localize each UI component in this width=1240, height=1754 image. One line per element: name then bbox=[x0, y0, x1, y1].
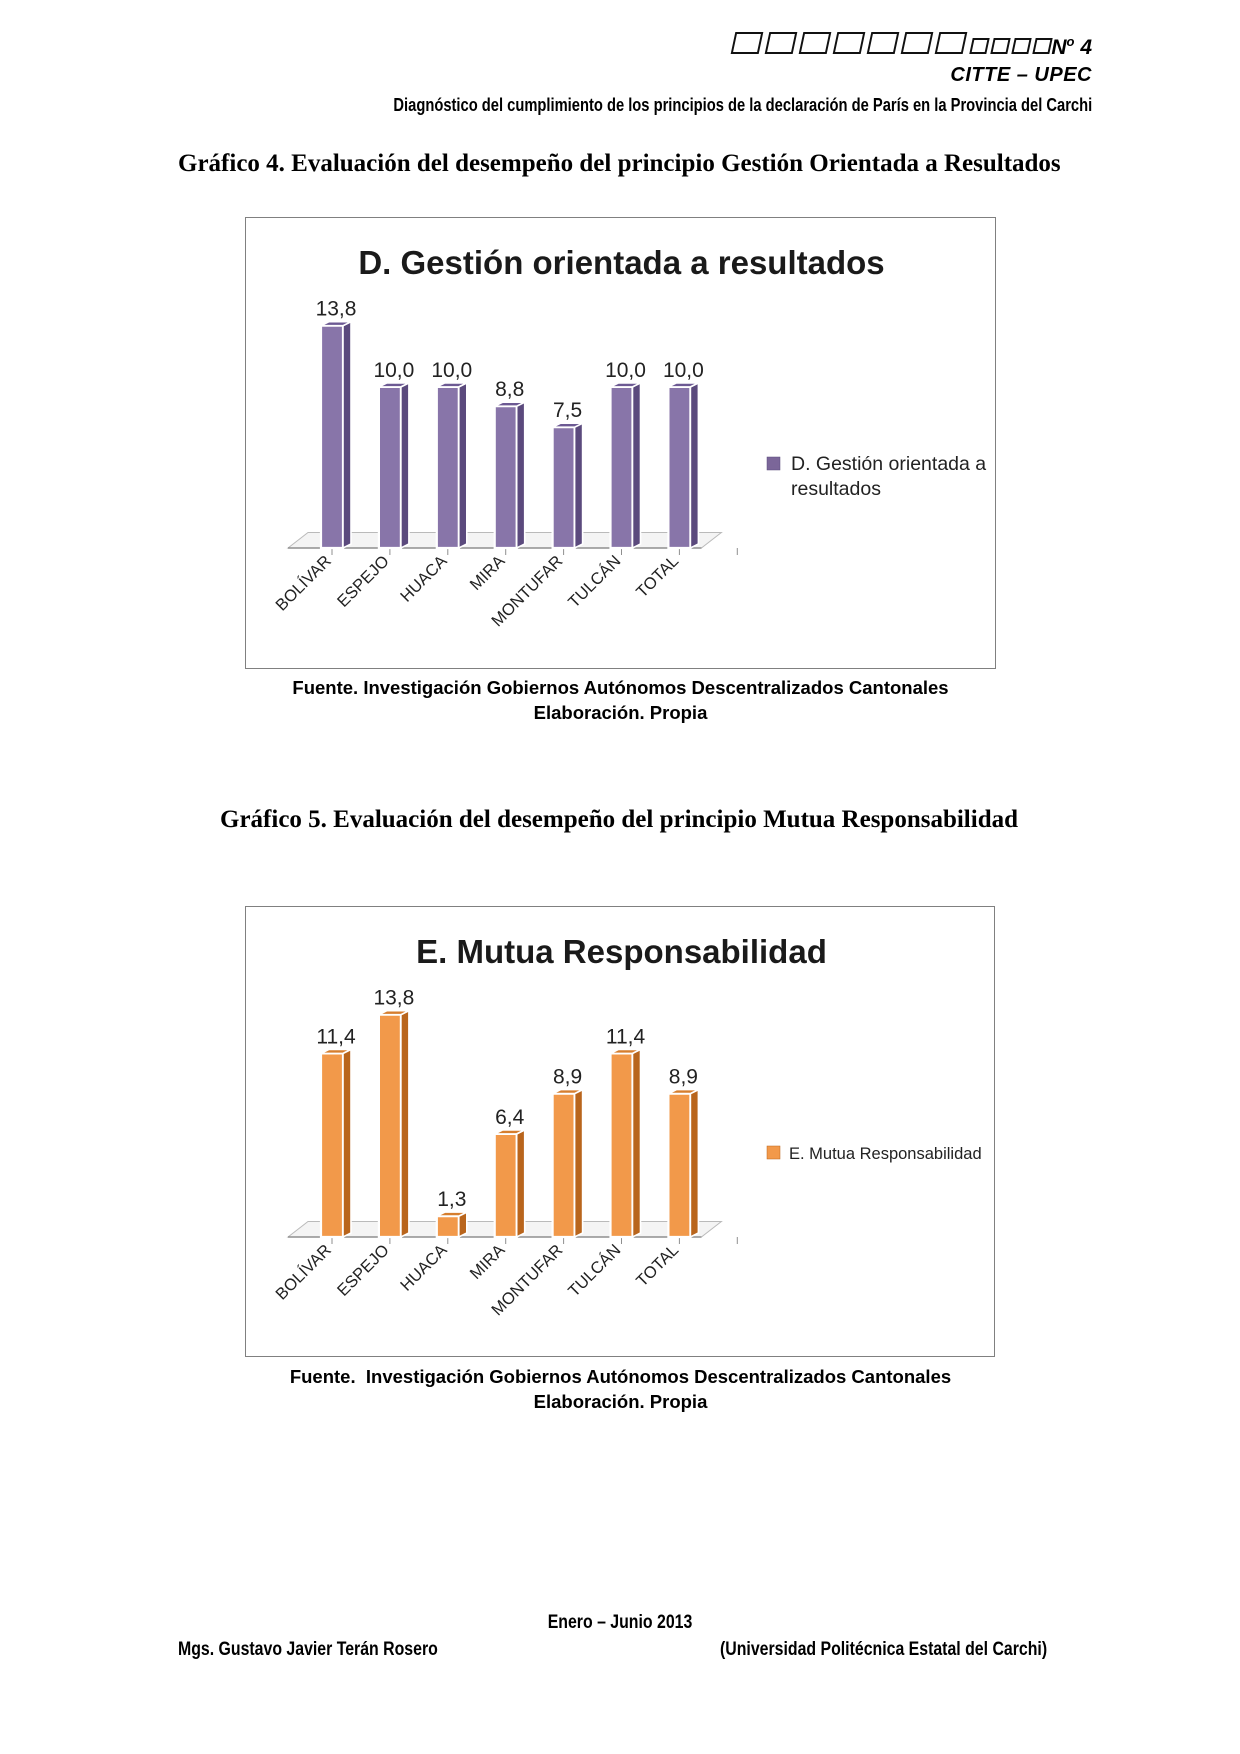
svg-text:6,4: 6,4 bbox=[495, 1106, 525, 1129]
svg-text:13,8: 13,8 bbox=[316, 298, 357, 321]
svg-text:11,4: 11,4 bbox=[606, 1025, 646, 1048]
svg-text:HUACA: HUACA bbox=[397, 552, 451, 606]
svg-text:resultados: resultados bbox=[791, 478, 881, 500]
svg-text:8,9: 8,9 bbox=[669, 1066, 698, 1089]
svg-text:TULCÁN: TULCÁN bbox=[564, 1240, 624, 1300]
svg-text:MIRA: MIRA bbox=[467, 552, 509, 594]
svg-text:10,0: 10,0 bbox=[605, 359, 646, 382]
svg-text:D. Gestión orientada a resulta: D. Gestión orientada a resultados bbox=[358, 244, 884, 281]
svg-text:ESPEJO: ESPEJO bbox=[334, 1241, 393, 1300]
svg-text:11,4: 11,4 bbox=[316, 1025, 356, 1048]
svg-text:E. Mutua Responsabilidad: E. Mutua Responsabilidad bbox=[789, 1145, 982, 1163]
svg-text:MIRA: MIRA bbox=[467, 1241, 509, 1283]
svg-text:BOLÍVAR: BOLÍVAR bbox=[272, 551, 335, 614]
svg-text:TOTAL: TOTAL bbox=[633, 1241, 682, 1290]
svg-text:E. Mutua Responsabilidad: E. Mutua Responsabilidad bbox=[416, 933, 827, 970]
svg-text:BOLÍVAR: BOLÍVAR bbox=[272, 1240, 335, 1303]
svg-text:8,9: 8,9 bbox=[553, 1066, 582, 1089]
svg-text:1,3: 1,3 bbox=[437, 1188, 466, 1211]
svg-text:TULCÁN: TULCÁN bbox=[564, 551, 624, 611]
svg-text:10,0: 10,0 bbox=[431, 359, 472, 382]
svg-text:10,0: 10,0 bbox=[373, 359, 414, 382]
svg-text:HUACA: HUACA bbox=[397, 1241, 451, 1295]
svg-text:10,0: 10,0 bbox=[663, 359, 704, 382]
svg-text:13,8: 13,8 bbox=[373, 987, 414, 1010]
svg-text:ESPEJO: ESPEJO bbox=[334, 552, 393, 611]
svg-text:D. Gestión orientada a: D. Gestión orientada a bbox=[791, 453, 986, 475]
svg-text:TOTAL: TOTAL bbox=[633, 552, 682, 601]
svg-text:8,8: 8,8 bbox=[495, 378, 524, 401]
svg-text:7,5: 7,5 bbox=[553, 399, 582, 422]
